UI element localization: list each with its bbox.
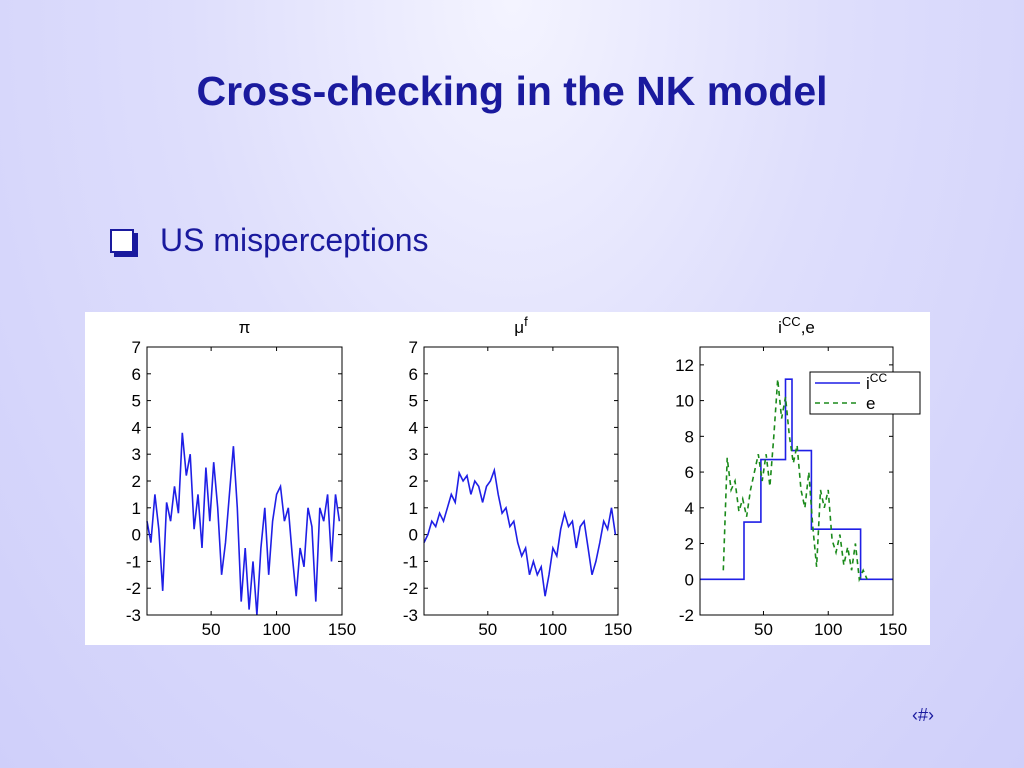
data-line [722, 379, 868, 583]
y-tick-label: 0 [409, 526, 418, 545]
axes-frame [423, 346, 619, 616]
legend-name: i [866, 374, 870, 393]
x-tick-label: 150 [328, 620, 356, 639]
y-tick-label: 7 [132, 338, 141, 357]
y-tick-label: 8 [685, 427, 694, 446]
y-tick-label: 12 [675, 356, 694, 375]
y-tick-label: 7 [409, 338, 418, 357]
legend-label: e [866, 394, 875, 413]
x-tick-label: 100 [814, 620, 842, 639]
title-part: ,e [801, 318, 815, 337]
y-tick-label: -2 [126, 579, 141, 598]
y-tick-label: 3 [132, 445, 141, 464]
slide-title: Cross-checking in the NK model [196, 68, 828, 114]
figure-background [85, 312, 930, 645]
y-tick-label: -1 [126, 552, 141, 571]
title-part: π [239, 318, 251, 337]
y-tick-label: 6 [685, 463, 694, 482]
y-tick-label: 2 [132, 472, 141, 491]
x-tick-label: 50 [202, 620, 221, 639]
y-tick-label: 4 [132, 418, 141, 437]
x-tick-label: 100 [262, 620, 290, 639]
bullet-marker [110, 229, 134, 253]
y-tick-label: 3 [409, 445, 418, 464]
data-line [700, 378, 893, 581]
x-tick-label: 150 [604, 620, 632, 639]
title-part: i [778, 318, 782, 337]
y-tick-label: 10 [675, 392, 694, 411]
chart-title: π [239, 318, 251, 337]
y-tick-label: 0 [132, 526, 141, 545]
y-tick-label: 6 [409, 365, 418, 384]
y-tick-label: 5 [132, 392, 141, 411]
legend-name: e [866, 394, 875, 413]
legend-box [809, 371, 921, 415]
y-tick-label: -2 [403, 579, 418, 598]
y-tick-label: 0 [685, 570, 694, 589]
y-tick-label: 2 [409, 472, 418, 491]
axes-frame [146, 346, 343, 616]
y-tick-label: 4 [409, 418, 418, 437]
slide-number: ‹#› [912, 705, 934, 725]
y-tick-label: 1 [132, 499, 141, 518]
y-tick-label: 4 [685, 499, 694, 518]
title-part: CC [782, 314, 801, 329]
y-tick-label: 5 [409, 392, 418, 411]
y-tick-label: 1 [409, 499, 418, 518]
title-part: f [524, 314, 528, 329]
y-tick-label: 2 [685, 535, 694, 554]
x-tick-label: 150 [879, 620, 907, 639]
x-tick-label: 50 [478, 620, 497, 639]
title-part: μ [514, 318, 524, 337]
axes-frame [699, 346, 894, 616]
data-line [423, 467, 617, 597]
y-tick-label: 6 [132, 365, 141, 384]
chart-title: μf [514, 314, 528, 338]
y-tick-label: -3 [126, 606, 141, 625]
legend-label: iCC [866, 371, 887, 393]
data-line [146, 432, 341, 616]
y-tick-label: -3 [403, 606, 418, 625]
x-tick-label: 50 [754, 620, 773, 639]
y-tick-label: -2 [679, 606, 694, 625]
x-tick-label: 100 [539, 620, 567, 639]
y-tick-label: -1 [403, 552, 418, 571]
bullet-text: US misperceptions [160, 222, 429, 258]
legend-name-sup: CC [870, 371, 888, 385]
chart-title: iCC,e [778, 314, 815, 338]
